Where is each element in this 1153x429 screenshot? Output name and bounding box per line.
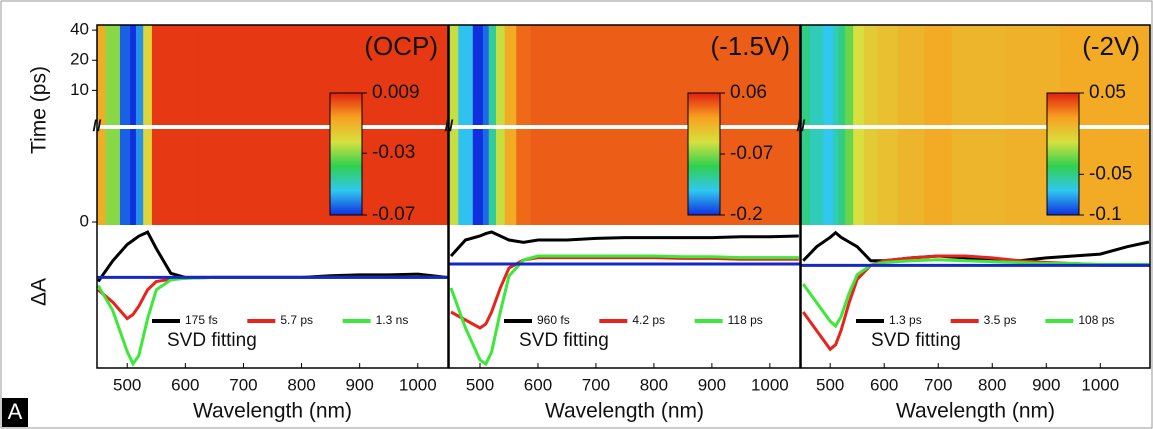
colorbar-tick-label: -0.05 <box>1089 163 1132 184</box>
x-tick-label: 900 <box>345 375 373 394</box>
x-axis-label: Wavelength (nm) <box>545 400 704 423</box>
legend-label: 108 ps <box>1078 313 1114 327</box>
panel-label: A <box>8 399 23 424</box>
x-tick-label: 700 <box>229 375 257 394</box>
x-tick-label: 700 <box>924 375 952 394</box>
colorbar-tick-label: 0.009 <box>372 82 420 103</box>
note: SVD fitting <box>871 330 961 351</box>
x-tick-label: 700 <box>582 375 610 394</box>
plot-frame <box>96 24 449 369</box>
panel-label-box <box>2 398 28 427</box>
y-tick-label: 20 <box>70 50 89 69</box>
legend-label: 175 fs <box>185 313 218 327</box>
y-tick-label: 40 <box>70 20 89 39</box>
x-axis-label: Wavelength (nm) <box>896 400 1055 423</box>
svd-curve <box>449 230 799 258</box>
x-tick-label: 1000 <box>399 375 437 394</box>
y-tick-label: 0 <box>80 212 89 231</box>
legend-label: 3.5 ps <box>984 313 1017 327</box>
legend-label: 960 fs <box>537 313 570 327</box>
legend-label: 1.3 ps <box>889 313 922 327</box>
svd-curve <box>449 254 799 367</box>
legend-label: 5.7 ps <box>280 313 313 327</box>
kinetics <box>449 230 799 367</box>
x-tick-label: 800 <box>640 375 668 394</box>
plot-frame <box>800 24 1151 369</box>
axis-break <box>449 125 800 129</box>
note: SVD fitting <box>519 330 609 351</box>
note: SVD fitting <box>167 330 257 351</box>
x-tick-label: 500 <box>113 375 141 394</box>
axis-break <box>801 125 1150 129</box>
colorbar <box>687 92 721 216</box>
legend-label: 4.2 ps <box>632 313 665 327</box>
colorbar-tick-label: -0.03 <box>372 142 415 163</box>
colorbar-tick-label: 0.06 <box>730 82 767 103</box>
x-tick-label: 900 <box>1032 375 1060 394</box>
x-tick-label: 600 <box>870 375 898 394</box>
panel-condition: (-1.5V) <box>711 31 790 61</box>
kinetics <box>801 230 1150 352</box>
colorbar <box>1046 92 1080 216</box>
x-tick-label: 600 <box>171 375 199 394</box>
y-axis-label: Time (ps) <box>28 66 51 154</box>
legend-label: 1.3 ns <box>376 313 409 327</box>
x-tick-label: 1000 <box>1081 375 1119 394</box>
colorbar-tick-label: -0.07 <box>730 143 773 164</box>
x-tick-label: 800 <box>287 375 315 394</box>
x-tick-label: 500 <box>466 375 494 394</box>
colorbar <box>329 92 363 216</box>
plot-frame <box>448 24 801 369</box>
panel-condition: (OCP) <box>364 31 438 61</box>
x-axis-label: Wavelength (nm) <box>193 400 352 423</box>
panel-condition: (-2V) <box>1082 31 1140 61</box>
legend-label: 118 ps <box>728 313 763 327</box>
axis-break <box>97 125 448 129</box>
y-axis-label: ΔA <box>28 278 51 306</box>
x-tick-label: 900 <box>698 375 726 394</box>
x-tick-label: 800 <box>978 375 1006 394</box>
colorbar-tick-label: 0.05 <box>1089 82 1126 103</box>
colorbar-tick-label: -0.1 <box>1089 204 1122 225</box>
svd-curve <box>450 256 799 330</box>
x-tick-label: 600 <box>524 375 552 394</box>
colorbar-tick-label: -0.2 <box>730 204 763 225</box>
colorbar-tick-label: -0.07 <box>372 204 415 225</box>
svd-curve <box>801 258 1149 329</box>
x-tick-label: 500 <box>816 375 844 394</box>
x-tick-label: 1000 <box>751 375 789 394</box>
y-tick-label: 10 <box>70 80 89 99</box>
